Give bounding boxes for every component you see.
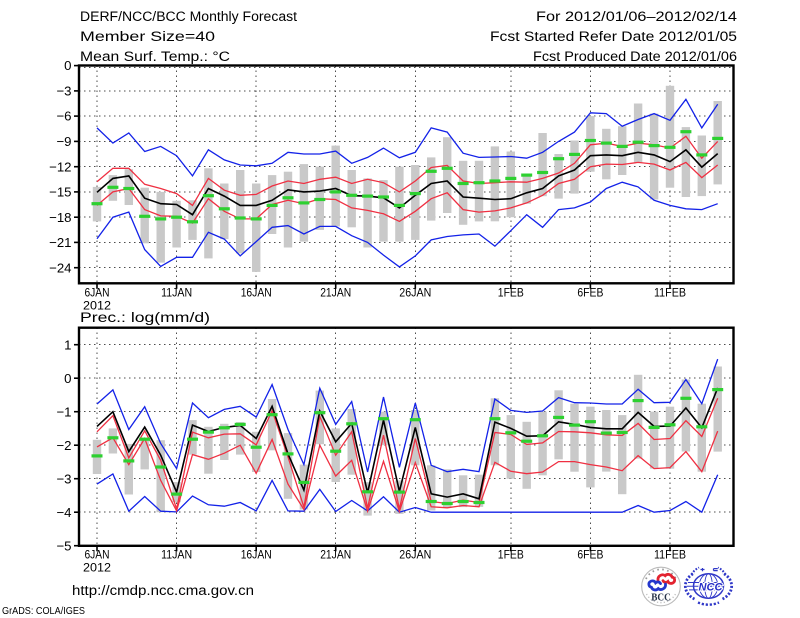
svg-text:NCC: NCC xyxy=(699,582,724,594)
svg-text:26JAN: 26JAN xyxy=(399,286,431,300)
svg-text:6JAN: 6JAN xyxy=(85,548,110,562)
svg-text:−1: −1 xyxy=(56,404,71,419)
svg-text:−18: −18 xyxy=(49,210,71,225)
svg-text:−6: −6 xyxy=(56,109,71,124)
svg-text:http://cmdp.ncc.cma.gov.cn: http://cmdp.ncc.cma.gov.cn xyxy=(72,583,254,598)
svg-text:−21: −21 xyxy=(49,235,71,250)
svg-text:11FEB: 11FEB xyxy=(654,286,686,300)
svg-text:0: 0 xyxy=(64,371,71,386)
svg-text:11JAN: 11JAN xyxy=(161,548,192,562)
svg-text:−2: −2 xyxy=(56,438,71,453)
svg-text:6FEB: 6FEB xyxy=(577,548,603,562)
svg-text:−5: −5 xyxy=(56,538,71,553)
svg-text:2012: 2012 xyxy=(83,299,111,313)
svg-text:21JAN: 21JAN xyxy=(320,548,351,562)
svg-text:6JAN: 6JAN xyxy=(85,286,110,300)
svg-text:2012: 2012 xyxy=(83,561,111,575)
svg-text:16JAN: 16JAN xyxy=(241,548,272,562)
svg-text:11JAN: 11JAN xyxy=(161,286,192,300)
svg-text:−12: −12 xyxy=(49,159,71,174)
svg-text:11FEB: 11FEB xyxy=(654,548,686,562)
svg-text:−4: −4 xyxy=(56,505,71,520)
svg-text:Prec.: log(mm/d): Prec.: log(mm/d) xyxy=(80,310,210,325)
svg-text:−15: −15 xyxy=(49,185,71,200)
svg-text:For 2012/01/06–2012/02/14: For 2012/01/06–2012/02/14 xyxy=(536,9,738,24)
svg-text:21JAN: 21JAN xyxy=(320,286,351,300)
svg-text:BCC: BCC xyxy=(651,592,671,604)
svg-text:−3: −3 xyxy=(56,471,71,486)
svg-text:−3: −3 xyxy=(56,84,71,99)
svg-text:6FEB: 6FEB xyxy=(577,286,603,300)
svg-text:0: 0 xyxy=(64,58,71,73)
svg-text:Member Size=40: Member Size=40 xyxy=(80,29,215,44)
svg-text:GrADS: COLA/IGES: GrADS: COLA/IGES xyxy=(2,606,85,617)
svg-text:1FEB: 1FEB xyxy=(498,286,524,300)
svg-text:Fcst Started Refer Date 2012/0: Fcst Started Refer Date 2012/01/05 xyxy=(490,29,737,44)
svg-text:−9: −9 xyxy=(56,134,71,149)
svg-text:Fcst Produced Date 2012/01/06: Fcst Produced Date 2012/01/06 xyxy=(533,49,737,64)
svg-text:26JAN: 26JAN xyxy=(399,548,431,562)
svg-text:DERF/NCC/BCC Monthly Forecast: DERF/NCC/BCC Monthly Forecast xyxy=(80,9,297,24)
svg-text:1: 1 xyxy=(64,337,71,352)
svg-text:−24: −24 xyxy=(49,260,71,275)
svg-text:1FEB: 1FEB xyxy=(498,548,524,562)
svg-text:Mean Surf. Temp.: °C: Mean Surf. Temp.: °C xyxy=(80,49,230,64)
svg-text:16JAN: 16JAN xyxy=(241,286,272,300)
